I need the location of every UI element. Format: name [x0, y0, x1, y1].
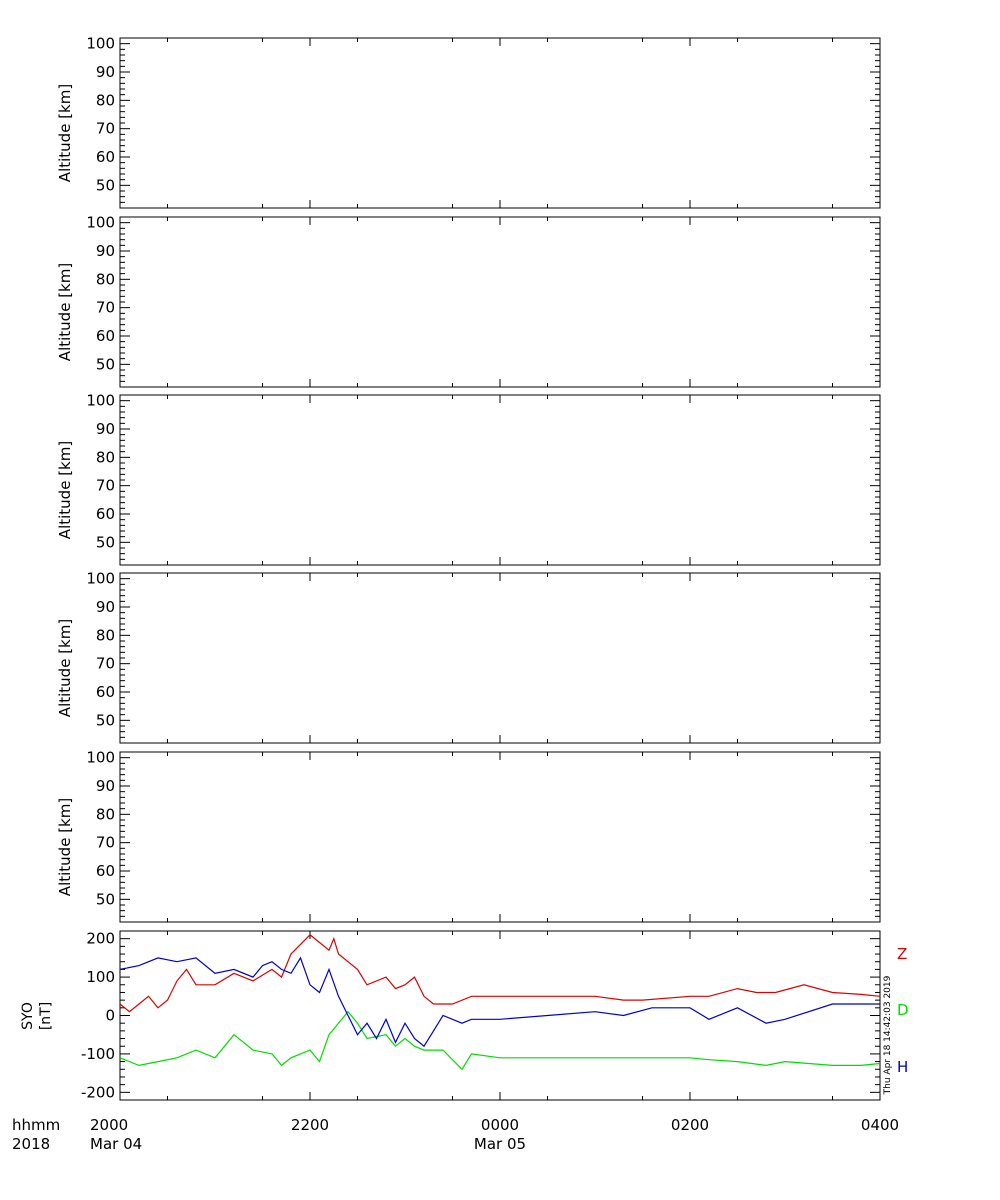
series-line-H: [119, 956, 880, 1048]
magnetometer-y-tick-label: 0: [105, 1007, 115, 1025]
altitude-y-tick-label: 100: [86, 749, 115, 767]
altitude-y-tick-label: 100: [86, 392, 115, 410]
altitude-panel-frame: [119, 37, 881, 209]
altitude-axis-label: Altitude [km]: [56, 798, 74, 896]
altitude-y-tick-label: 70: [96, 834, 115, 852]
magnetometer-ylabel-unit: [nT]: [38, 1002, 54, 1030]
altitude-y-tick-label: 50: [96, 176, 115, 194]
altitude-axis-label: Altitude [km]: [56, 619, 74, 717]
altitude-panel-5: 100 90 80 70 60 50 Altitude [km]: [56, 749, 881, 923]
series-line-D: [119, 1010, 881, 1071]
altitude-axis-label: Altitude [km]: [56, 84, 74, 182]
date-tick-label: Mar 04: [90, 1135, 142, 1153]
magnetometer-y-tick-label: -200: [81, 1083, 115, 1101]
magnetometer-ylabel-station: SYO: [20, 1002, 36, 1030]
altitude-panels: 100 90 80 70 60 50 Altitude [km] 100 90 80 70 60 50 A…: [56, 35, 881, 923]
altitude-y-tick-label: 70: [96, 120, 115, 138]
altitude-y-tick-label: 50: [96, 355, 115, 373]
magnetometer-legend: Z D H: [897, 945, 909, 1076]
time-tick-label: 2000: [90, 1116, 128, 1134]
altitude-y-tick-label: 60: [96, 505, 115, 523]
magnetometer-series: [119, 933, 881, 1071]
altitude-y-tick-label: 70: [96, 655, 115, 673]
altitude-panel-frame: [119, 216, 881, 388]
altitude-y-tick-label: 90: [96, 420, 115, 438]
magnetometer-y-tick-label: 200: [86, 930, 115, 948]
altitude-y-tick-label: 100: [86, 35, 115, 53]
plot-timestamp: Thu Apr 18 14:42:03 2019: [883, 975, 893, 1095]
altitude-y-tick-label: 90: [96, 242, 115, 260]
altitude-y-tick-label: 80: [96, 626, 115, 644]
altitude-y-tick-label: 80: [96, 448, 115, 466]
magnetometer-ticks: 200 100 0 -100 -200: [81, 930, 881, 1101]
date-tick-label: Mar 05: [474, 1135, 526, 1153]
magnetometer-frame: [119, 930, 881, 1101]
altitude-y-tick-label: 80: [96, 270, 115, 288]
altitude-y-tick-label: 50: [96, 533, 115, 551]
time-tick-label: 0200: [671, 1116, 709, 1134]
legend-label-D: D: [897, 1001, 909, 1019]
altitude-y-tick-label: 100: [86, 214, 115, 232]
time-tick-label: 0000: [481, 1116, 519, 1134]
time-tick-label: 0400: [861, 1116, 899, 1134]
altitude-y-tick-label: 60: [96, 862, 115, 880]
altitude-y-tick-label: 50: [96, 890, 115, 908]
magnetometer-y-tick-label: -100: [81, 1045, 115, 1063]
altitude-y-tick-label: 70: [96, 477, 115, 495]
altitude-panel-1: 100 90 80 70 60 50 Altitude [km]: [56, 35, 881, 209]
altitude-y-tick-label: 50: [96, 711, 115, 729]
altitude-panel-3: 100 90 80 70 60 50 Altitude [km]: [56, 392, 881, 566]
altitude-axis-label: Altitude [km]: [56, 263, 74, 361]
altitude-y-tick-label: 70: [96, 299, 115, 317]
altitude-axis-label: Altitude [km]: [56, 441, 74, 539]
legend-label-H: H: [897, 1058, 908, 1076]
altitude-panel-frame: [119, 572, 881, 744]
time-axis-row2-label: 2018: [12, 1135, 50, 1153]
altitude-y-tick-label: 60: [96, 148, 115, 166]
legend-label-Z: Z: [897, 945, 907, 963]
altitude-y-tick-label: 90: [96, 777, 115, 795]
magnetometer-panel: 200 100 0 -100 -200 SYO [nT] Z D H Thu Apr 18 …: [20, 930, 909, 1102]
altitude-y-tick-label: 80: [96, 91, 115, 109]
altitude-panel-2: 100 90 80 70 60 50 Altitude [km]: [56, 214, 881, 388]
magnetometer-y-tick-label: 100: [86, 968, 115, 986]
altitude-y-tick-label: 100: [86, 570, 115, 588]
altitude-panel-frame: [119, 751, 881, 923]
series-line-Z: [119, 933, 881, 1013]
time-tick-label: 2200: [291, 1116, 329, 1134]
altitude-y-tick-label: 60: [96, 683, 115, 701]
time-axis-row1-label: hhmm: [12, 1116, 60, 1134]
altitude-y-tick-label: 60: [96, 327, 115, 345]
altitude-y-tick-label: 80: [96, 805, 115, 823]
altitude-panel-frame: [119, 394, 881, 566]
altitude-y-tick-label: 90: [96, 598, 115, 616]
altitude-panel-4: 100 90 80 70 60 50 Altitude [km]: [56, 570, 881, 744]
altitude-y-tick-label: 90: [96, 63, 115, 81]
